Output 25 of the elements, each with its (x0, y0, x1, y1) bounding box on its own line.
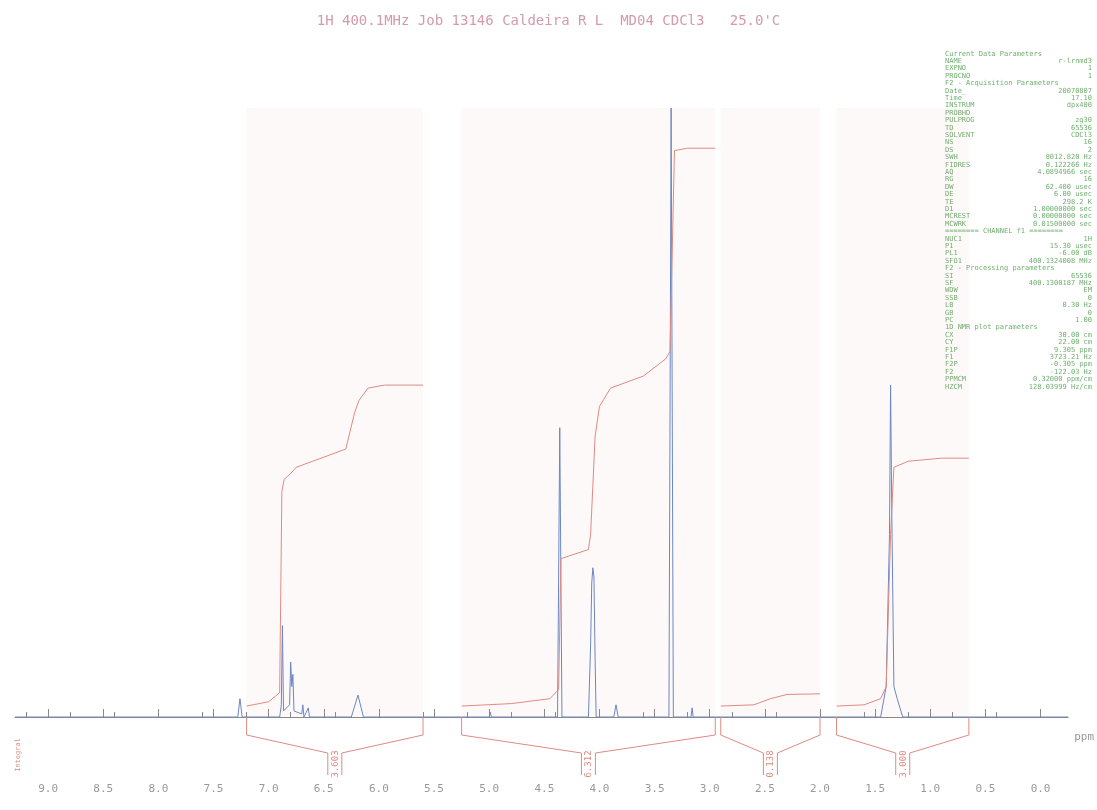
x-tick-label: 5.5 (424, 782, 444, 795)
x-tick-label: 4.5 (534, 782, 555, 795)
band-label: 3.603 (329, 750, 340, 778)
x-tick-label: 0.0 (1030, 782, 1051, 795)
x-tick-label: 9.0 (38, 782, 59, 795)
band-label: 3.000 (897, 750, 908, 778)
x-axis-title: ppm (1074, 730, 1095, 743)
x-tick-label: 2.0 (810, 782, 830, 795)
x-tick-label: 5.0 (479, 782, 500, 795)
x-tick-label: 1.0 (920, 782, 941, 795)
band-label: 6.312 (583, 750, 594, 778)
x-tick-label: 7.0 (258, 782, 279, 795)
x-tick-label: 4.0 (589, 782, 610, 795)
x-tick-label: 3.0 (699, 782, 720, 795)
chart-title: 1H 400.1MHz Job 13146 Caldeira R L MD04 CDCl3 25.0'C (316, 12, 781, 28)
x-tick-label: 0.5 (975, 782, 996, 795)
x-tick-label: 8.5 (93, 782, 114, 795)
x-tick-label: 8.0 (148, 782, 169, 795)
x-tick-label: 6.5 (313, 782, 334, 795)
x-tick-label: 2.5 (754, 782, 775, 795)
x-tick-label: 6.0 (368, 782, 389, 795)
band-label: 0.138 (765, 750, 776, 778)
x-tick-label: 1.5 (865, 782, 886, 795)
x-tick-label: 3.5 (644, 782, 665, 795)
x-tick-label: 7.5 (203, 782, 224, 795)
